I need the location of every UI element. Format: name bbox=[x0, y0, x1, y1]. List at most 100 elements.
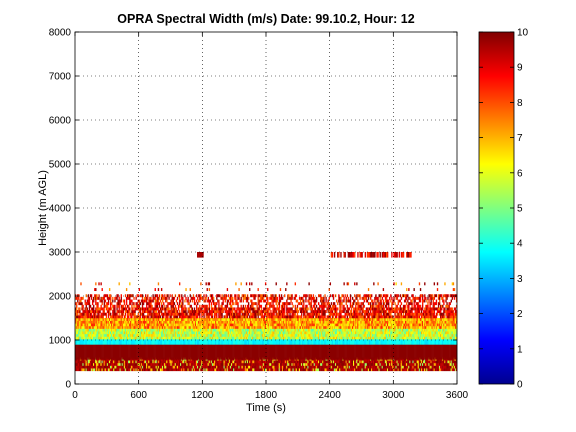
heatmap-cell bbox=[143, 296, 146, 300]
heatmap-cell bbox=[135, 315, 137, 319]
heatmap-cell bbox=[81, 362, 83, 366]
heatmap-cell bbox=[243, 365, 246, 369]
heatmap-cell bbox=[276, 336, 278, 340]
heatmap-cell bbox=[226, 344, 229, 360]
heatmap-cell bbox=[202, 325, 204, 329]
heatmap-cell bbox=[271, 360, 273, 364]
heatmap-cell bbox=[208, 302, 211, 306]
heatmap-cell bbox=[164, 296, 166, 300]
heatmap-cell bbox=[266, 328, 268, 332]
heatmap-cell bbox=[80, 339, 82, 345]
heatmap-cell bbox=[205, 360, 207, 364]
heatmap-cell bbox=[244, 328, 247, 332]
heatmap-cell bbox=[150, 299, 152, 303]
heatmap-cell bbox=[235, 302, 237, 306]
heatmap-cell bbox=[129, 360, 131, 364]
heatmap-cell bbox=[184, 310, 186, 314]
heatmap-cell bbox=[101, 318, 103, 321]
heatmap-cell bbox=[177, 320, 180, 324]
heatmap-cell bbox=[139, 307, 142, 311]
heatmap-cell bbox=[298, 333, 301, 337]
heatmap-cell bbox=[117, 328, 119, 332]
heatmap-cell bbox=[122, 320, 125, 324]
heatmap-cell bbox=[262, 307, 265, 311]
heatmap-cell bbox=[252, 307, 254, 311]
heatmap-cell bbox=[208, 362, 211, 366]
heatmap-cell bbox=[84, 315, 86, 319]
heatmap-cell bbox=[214, 315, 216, 319]
heatmap-cell bbox=[214, 331, 216, 335]
heatmap-cell bbox=[263, 315, 266, 319]
heatmap-cell bbox=[319, 336, 321, 340]
heatmap-cell bbox=[75, 336, 77, 340]
heatmap-cell bbox=[148, 344, 150, 360]
heatmap-cell bbox=[217, 320, 219, 324]
heatmap-cell bbox=[184, 328, 186, 332]
heatmap-cell bbox=[77, 318, 79, 321]
heatmap-cell bbox=[217, 331, 219, 335]
heatmap-cell bbox=[175, 362, 178, 366]
heatmap-cell bbox=[270, 362, 272, 366]
heatmap-cell bbox=[286, 336, 288, 340]
heatmap-cell bbox=[250, 307, 252, 311]
heatmap-cell bbox=[298, 296, 301, 300]
heatmap-cell bbox=[122, 310, 125, 314]
heatmap-cell bbox=[181, 320, 183, 324]
heatmap-cell bbox=[226, 304, 229, 308]
heatmap-cell bbox=[310, 362, 312, 366]
heatmap-cell bbox=[139, 325, 142, 329]
heatmap-cell bbox=[98, 310, 100, 314]
heatmap-cell bbox=[310, 333, 312, 337]
heatmap-cell bbox=[224, 360, 226, 364]
heatmap-cell bbox=[131, 331, 133, 335]
heatmap-cell bbox=[135, 304, 137, 308]
heatmap-cell bbox=[190, 368, 193, 372]
heatmap-cell bbox=[220, 312, 222, 316]
heatmap-cell bbox=[88, 320, 91, 324]
heatmap-cell bbox=[217, 336, 219, 340]
heatmap-cell bbox=[162, 296, 164, 300]
heatmap-cell bbox=[151, 307, 153, 311]
heatmap-cell bbox=[244, 315, 247, 319]
heatmap-cell bbox=[118, 304, 120, 308]
heatmap-cell bbox=[208, 315, 211, 319]
heatmap-cell bbox=[164, 307, 166, 311]
heatmap-cell bbox=[204, 365, 206, 369]
heatmap-cell bbox=[100, 368, 102, 372]
heatmap-cell bbox=[284, 307, 286, 311]
heatmap-cell bbox=[172, 318, 174, 321]
heatmap-cell bbox=[189, 333, 191, 337]
heatmap-cell bbox=[209, 362, 212, 366]
heatmap-cell bbox=[84, 344, 86, 360]
heatmap-cell bbox=[287, 302, 289, 306]
heatmap-cell bbox=[160, 333, 163, 337]
heatmap-cell bbox=[267, 328, 269, 332]
heatmap-cell bbox=[258, 344, 260, 360]
heatmap-cell bbox=[173, 368, 176, 372]
heatmap-cell bbox=[147, 320, 149, 324]
heatmap-cell bbox=[115, 315, 117, 319]
heatmap-cell bbox=[320, 344, 322, 360]
heatmap-cell bbox=[251, 315, 253, 319]
heatmap-cell bbox=[105, 294, 108, 298]
heatmap-cell bbox=[129, 302, 131, 306]
heatmap-cell bbox=[146, 318, 148, 321]
heatmap-cell bbox=[249, 339, 251, 345]
heatmap-cell bbox=[171, 362, 173, 366]
heatmap-cell bbox=[166, 299, 168, 303]
heatmap-cell bbox=[322, 320, 324, 324]
heatmap-cell bbox=[101, 333, 103, 337]
heatmap-cell bbox=[133, 304, 135, 308]
heatmap-cell bbox=[276, 328, 278, 332]
heatmap-cell bbox=[195, 312, 198, 316]
heatmap-cell bbox=[292, 362, 294, 366]
heatmap-cell bbox=[286, 302, 288, 306]
heatmap-cell bbox=[180, 323, 182, 327]
heatmap-cell bbox=[156, 320, 159, 324]
heatmap-cell bbox=[148, 368, 150, 372]
heatmap-cell bbox=[225, 304, 228, 308]
heatmap-cell bbox=[115, 333, 117, 337]
heatmap-cell bbox=[249, 288, 251, 292]
heatmap-cell bbox=[264, 328, 267, 332]
heatmap-cell bbox=[290, 344, 292, 360]
